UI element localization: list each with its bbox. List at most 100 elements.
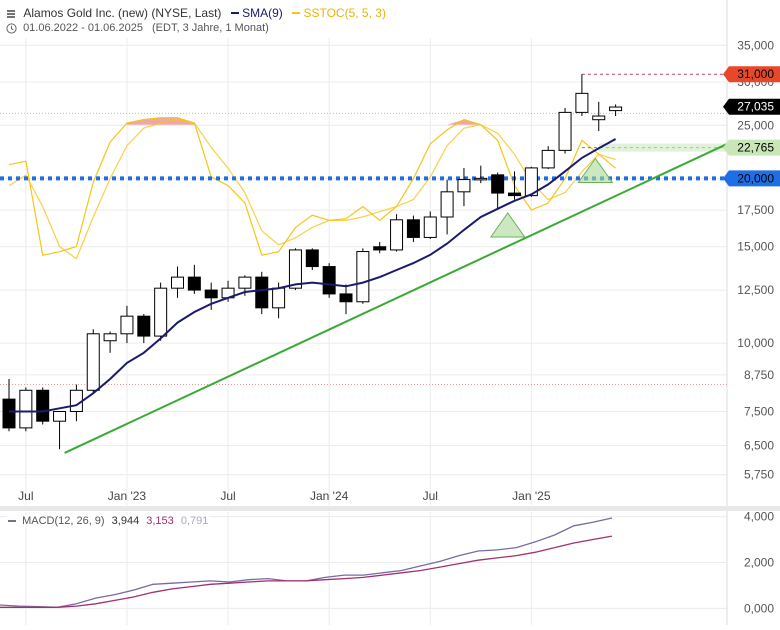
candle-body-up — [53, 410, 67, 422]
candle — [36, 387, 50, 425]
sstoc-d-line — [8, 118, 616, 260]
x-tick-label: Jan '23 — [108, 489, 147, 503]
candle — [187, 264, 201, 294]
chart-subheader: 01.06.2022 - 01.06.2025 (EDT, 3 Jahre, 1… — [6, 22, 269, 34]
candle — [19, 387, 33, 432]
candle — [558, 107, 572, 154]
candle — [592, 101, 606, 132]
candle — [86, 329, 100, 394]
candle-body-up — [474, 177, 488, 181]
chart-title: Alamos Gold Inc. (new) (NYSE, Last) — [23, 5, 222, 20]
chart-header: Alamos Gold Inc. (new) (NYSE, Last) SMA(… — [6, 5, 386, 20]
resistance-price-label-text: 31,000 — [737, 67, 774, 81]
candle — [103, 331, 117, 353]
candle — [373, 242, 387, 254]
candle — [255, 271, 269, 315]
candle-body-up — [541, 149, 555, 169]
candle-body-up — [86, 333, 100, 391]
candle-body-down — [508, 192, 521, 197]
candle-body-down — [137, 315, 151, 337]
last-price-label-text: 27,035 — [737, 100, 774, 114]
candle-body-up — [609, 106, 623, 112]
histogram-value: 0,791 — [180, 515, 209, 527]
candle — [406, 215, 420, 243]
candle-body-up — [423, 216, 437, 238]
candle — [171, 266, 184, 298]
chart-settings-icon[interactable] — [6, 8, 16, 18]
sstoc-legend: SSTOC(5, 5, 3) — [292, 5, 386, 21]
candle — [120, 305, 134, 344]
sstoc-legend-label: SSTOC(5, 5, 3) — [303, 6, 386, 21]
candle-body-down — [187, 276, 201, 291]
candle-body-down — [2, 398, 16, 429]
macd-tick-label: 4,000 — [744, 510, 774, 524]
candle-body-down — [373, 246, 387, 251]
sma-legend: SMA(9) — [230, 5, 286, 20]
resistance-price-label-bg — [723, 66, 780, 83]
x-tick-label: Jul — [423, 489, 438, 503]
candle-body-up — [356, 251, 370, 303]
macd-tick-label: 2,000 — [744, 556, 774, 570]
macd-icon — [8, 520, 16, 523]
clock-icon — [6, 22, 17, 34]
candle-body-down — [305, 249, 319, 268]
buy-signal-triangle — [577, 157, 614, 184]
candle — [305, 248, 319, 271]
candle-body-up — [524, 167, 538, 197]
candle-body-up — [457, 179, 471, 193]
date-range: 01.06.2022 - 01.06.2025 — [23, 22, 143, 35]
uptrend-line — [64, 142, 730, 454]
y-tick-label: 10,000 — [737, 336, 774, 350]
candle — [339, 284, 353, 315]
macd-title: MACD(12, 26, 9) — [22, 515, 105, 527]
candle — [390, 214, 404, 252]
resistance-price-label: 31,000 — [723, 66, 780, 83]
candle-body-up — [390, 219, 404, 251]
candle-body-up — [69, 389, 83, 412]
macd-value: 3,944 — [111, 515, 140, 527]
candle-body-up — [440, 191, 454, 218]
candle-body-up — [592, 115, 606, 121]
blue-support-price-label: 20,000 — [723, 170, 780, 187]
macd-header: MACD(12, 26, 9) 3,944 3,153 0,791 — [6, 515, 211, 527]
y-tick-label: 35,000 — [737, 38, 774, 52]
y-tick-label: 25,000 — [737, 118, 774, 132]
candle — [491, 172, 505, 209]
candle — [53, 410, 67, 450]
candle — [423, 211, 437, 239]
candle-body-up — [171, 276, 184, 289]
candle — [440, 179, 454, 235]
last-price-label-bg — [723, 98, 780, 115]
sma-legend-swatch — [230, 12, 239, 15]
last-price-label: 27,035 — [723, 98, 780, 115]
candle — [474, 165, 488, 184]
candle — [609, 104, 623, 117]
signal-line — [0, 535, 613, 608]
y-tick-label: 17,500 — [737, 203, 774, 217]
macd-tick-label: 0,000 — [744, 601, 774, 615]
y-tick-label: 6,500 — [744, 438, 774, 452]
candle-body-down — [406, 219, 420, 238]
candle-body-up — [575, 92, 589, 113]
y-tick-label: 7,500 — [744, 404, 774, 418]
y-tick-label: 12,500 — [737, 283, 774, 297]
candle-body-up — [19, 389, 33, 429]
candle — [204, 282, 218, 310]
y-tick-label: 8,750 — [744, 368, 774, 382]
x-tick-label: Jan '24 — [310, 489, 349, 503]
candle — [356, 248, 370, 304]
candle-body-up — [558, 111, 572, 151]
sstoc-legend-swatch — [292, 12, 301, 15]
green-support-band — [598, 143, 727, 152]
candle — [288, 248, 302, 291]
candle — [457, 167, 471, 207]
y-tick-label: 5,750 — [744, 468, 774, 482]
candle-body-up — [272, 287, 286, 309]
candle-body-down — [255, 276, 269, 309]
sma-line — [9, 138, 617, 413]
candle — [137, 314, 151, 344]
candle-body-down — [491, 174, 505, 194]
